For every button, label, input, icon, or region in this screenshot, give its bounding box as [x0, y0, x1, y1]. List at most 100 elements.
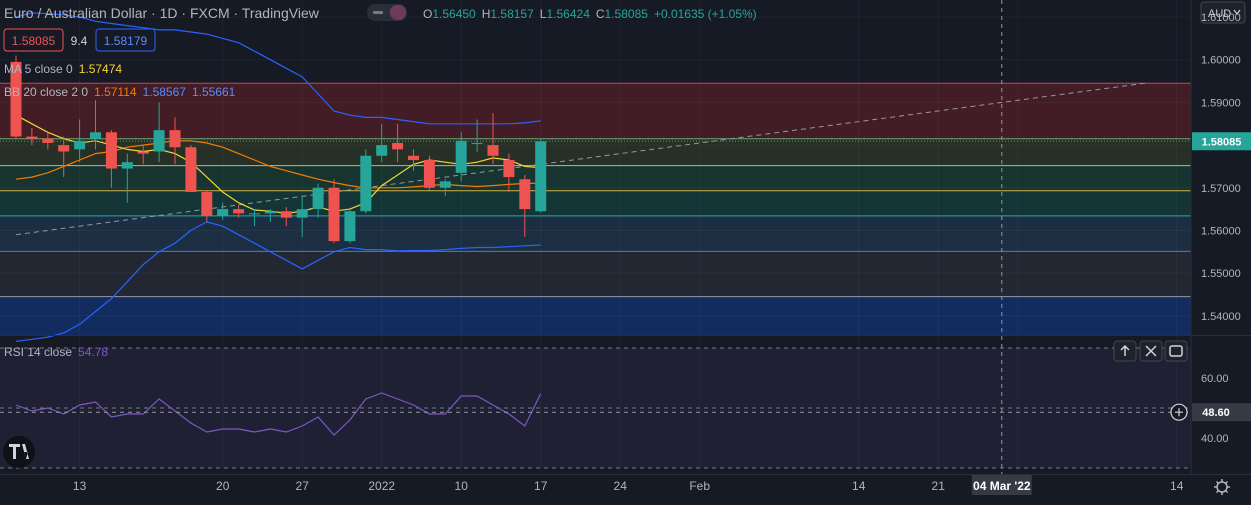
candle-body: [519, 179, 531, 210]
candle-body: [58, 145, 70, 152]
price-tick-label: 1.59000: [1201, 97, 1241, 109]
bid-box[interactable]: 1.58085: [3, 28, 64, 52]
candle: [408, 149, 419, 171]
bid-price: 1.58085: [12, 34, 56, 48]
candle-body: [201, 192, 213, 216]
time-tick-label: 2022: [368, 479, 395, 493]
candle: [535, 138, 547, 213]
candle: [233, 204, 245, 218]
candle-body: [328, 187, 340, 242]
candle-body: [280, 211, 292, 218]
price-tick-label: 1.55000: [1201, 268, 1241, 280]
candle: [10, 55, 22, 139]
currency-selector[interactable]: AUD: [1200, 1, 1246, 24]
candle-body: [185, 147, 197, 193]
candle-body: [137, 151, 149, 154]
candle-body: [74, 140, 86, 150]
price-axis[interactable]: 1.610001.600001.590001.580001.570001.560…: [1192, 12, 1251, 323]
candle: [392, 123, 404, 163]
time-tick-label: 21: [932, 479, 946, 493]
candle: [264, 209, 276, 222]
candle: [249, 209, 260, 227]
add-alert-button[interactable]: [1170, 403, 1188, 421]
candle: [344, 209, 356, 244]
move-up-button[interactable]: [1113, 340, 1137, 362]
time-tick-label: 14: [852, 479, 866, 493]
time-tick-label: 13: [73, 479, 87, 493]
spread: 9.4: [71, 34, 88, 48]
rsi-legend[interactable]: RSI 14 close 54.78: [4, 345, 108, 359]
chevron-down-icon: [1233, 9, 1241, 15]
candle: [471, 119, 483, 152]
candle: [185, 145, 197, 193]
candle-body: [121, 162, 133, 169]
candle: [217, 202, 229, 220]
candle-body: [423, 160, 435, 188]
rsi-line: [15, 392, 542, 436]
settings-button[interactable]: [1214, 479, 1230, 495]
crosshair-rsi-label: 48.60: [1202, 407, 1230, 419]
candle-body: [360, 155, 372, 212]
candle-body: [471, 142, 483, 144]
rsi-axis[interactable]: 60.00 40.00 48.60: [1192, 373, 1251, 445]
eye-toggle-button[interactable]: [367, 4, 407, 21]
tradingview-logo[interactable]: [3, 436, 35, 468]
grid-lines: [0, 101, 1191, 317]
price-tick-label: 1.61000: [1201, 12, 1241, 24]
price-tick-label: 1.54000: [1201, 311, 1241, 323]
candle: [312, 183, 324, 218]
close-icon: [1145, 345, 1157, 357]
price-tick-label: 1.60000: [1201, 55, 1241, 67]
candle: [105, 130, 117, 188]
candle-body: [26, 136, 38, 139]
time-tick-label: 10: [455, 479, 469, 493]
candle-body: [233, 209, 245, 214]
price-tick-label: 1.57000: [1201, 183, 1241, 195]
candle-body: [376, 145, 388, 156]
candle-body: [169, 130, 181, 148]
candle: [328, 179, 340, 244]
bb-lower-line: [15, 221, 541, 342]
candle: [90, 100, 101, 150]
candle-body: [455, 140, 467, 173]
eye-icon: [390, 5, 406, 20]
bb-basis-line: [15, 140, 541, 189]
price-tick-label: 1.56000: [1201, 225, 1241, 237]
time-axis[interactable]: 1320272022101724Feb1421Mar1404 Mar '22: [73, 475, 1184, 495]
candle: [121, 153, 133, 203]
close-pane-button[interactable]: [1139, 340, 1163, 362]
candle: [42, 132, 54, 150]
ask-price: 1.58179: [104, 34, 148, 48]
candle-body: [408, 155, 419, 161]
bb-legend[interactable]: BB 20 close 2 0 1.57114 1.58567 1.55661: [4, 85, 236, 99]
time-tick-label: Feb: [689, 479, 710, 493]
bb-upper-line: [15, 12, 541, 125]
fib-zone: [0, 190, 1191, 216]
candle: [503, 153, 515, 193]
chart-title: Euro / Australian Dollar · 1D · FXCM · T…: [4, 5, 320, 21]
candle-body: [503, 160, 515, 178]
arrow-up-icon: [1120, 344, 1130, 356]
ohlc-text: O1.56450 H1.58157 L1.56424 C1.58085 +0.01635…: [423, 7, 757, 21]
candle-body: [312, 187, 324, 210]
candle: [280, 206, 292, 227]
candles: [10, 55, 547, 244]
crosshair-date-tag: [971, 475, 1032, 495]
time-tick-label: 17: [534, 479, 548, 493]
fibonacci-zones: [0, 82, 1191, 335]
indicator-lines: [0, 12, 1191, 436]
fib-zone: [0, 215, 1191, 252]
candle-body: [392, 142, 404, 150]
maximize-pane-button[interactable]: [1164, 340, 1188, 362]
candle: [296, 196, 308, 237]
candle-body: [217, 209, 229, 216]
candle-body: [535, 141, 547, 212]
ask-box[interactable]: 1.58179: [95, 28, 156, 52]
ohlc-values: O1.56450 H1.58157 L1.56424 C1.58085 +0.01635…: [423, 7, 757, 21]
ma-legend[interactable]: MA 5 close 0 1.57474: [4, 62, 122, 76]
candle: [376, 123, 388, 163]
candle-body: [42, 138, 54, 143]
fib-zone: [0, 83, 1191, 139]
rsi-tick-label: 40.00: [1201, 433, 1229, 445]
